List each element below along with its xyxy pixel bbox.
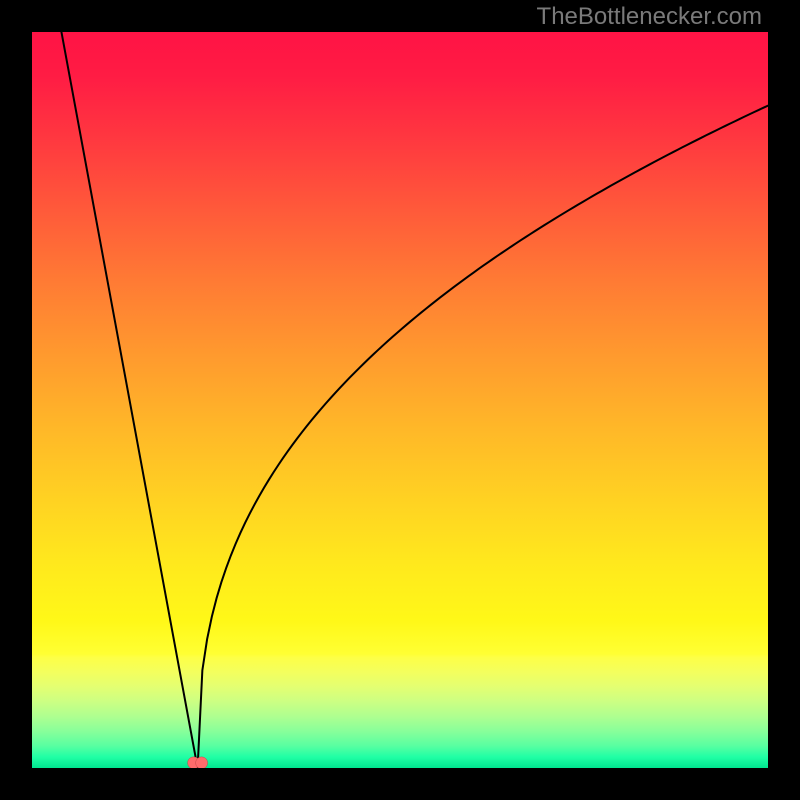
watermark-text: TheBottlenecker.com <box>537 3 762 31</box>
plot-area <box>32 32 768 768</box>
bottleneck-curve <box>61 32 768 768</box>
curve-layer <box>32 32 768 768</box>
vertex-marker <box>188 757 208 768</box>
chart-frame: TheBottlenecker.com <box>0 0 800 800</box>
